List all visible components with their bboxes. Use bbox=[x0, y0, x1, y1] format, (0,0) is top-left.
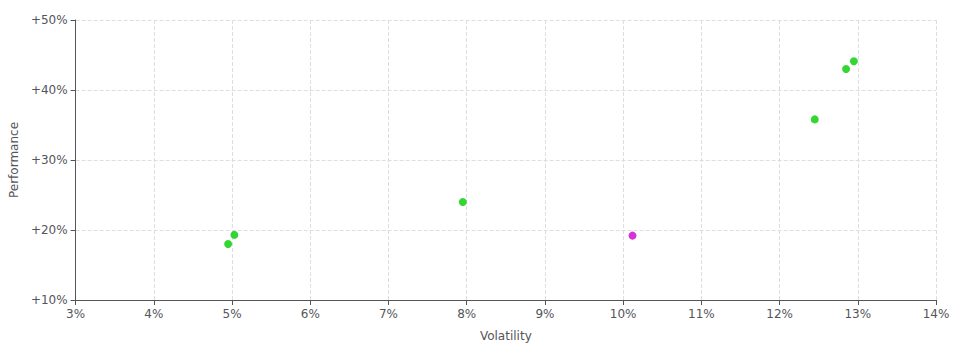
svg-text:6%: 6% bbox=[301, 307, 320, 321]
svg-text:+50%: +50% bbox=[31, 13, 68, 27]
svg-text:11%: 11% bbox=[688, 307, 715, 321]
svg-text:8%: 8% bbox=[457, 307, 476, 321]
svg-text:+40%: +40% bbox=[31, 83, 68, 97]
svg-text:9%: 9% bbox=[535, 307, 554, 321]
svg-text:Performance: Performance bbox=[7, 122, 21, 198]
svg-text:+30%: +30% bbox=[31, 153, 68, 167]
svg-text:13%: 13% bbox=[844, 307, 871, 321]
svg-text:Volatility: Volatility bbox=[480, 329, 532, 343]
svg-text:3%: 3% bbox=[66, 307, 85, 321]
svg-text:12%: 12% bbox=[766, 307, 793, 321]
svg-text:7%: 7% bbox=[379, 307, 398, 321]
svg-text:14%: 14% bbox=[923, 307, 950, 321]
svg-text:4%: 4% bbox=[144, 307, 163, 321]
svg-text:+20%: +20% bbox=[31, 223, 68, 237]
svg-text:+10%: +10% bbox=[31, 293, 68, 307]
svg-text:5%: 5% bbox=[223, 307, 242, 321]
svg-text:10%: 10% bbox=[610, 307, 637, 321]
